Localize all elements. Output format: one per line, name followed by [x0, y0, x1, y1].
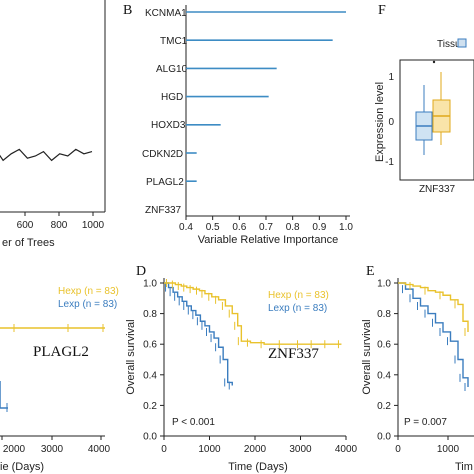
panel-b: B KCNMA1 TMC1 ALG10 HGD HOXD3 CDKN2D PLA…: [123, 3, 353, 246]
panel-a-tick-label: 800: [51, 220, 68, 231]
panel-c-legend-hexp: Hexp (n = 83): [58, 286, 119, 297]
panel-d-x-tick-label: 2000: [244, 444, 267, 455]
panel-a-tick-label: 1000: [82, 220, 105, 231]
panel-b-category-label: KCNMA1: [145, 8, 187, 19]
panel-d-legend-hexp: Hexp (n = 83): [268, 290, 329, 301]
panel-d-x-tick-label: 3000: [289, 444, 312, 455]
panel-b-x-label: Variable Relative Importance: [198, 234, 338, 246]
panel-d-lexp-curve: [164, 282, 233, 386]
panel-d-x-label: Time (Days): [228, 461, 287, 473]
panel-c-tick-label: 4000: [88, 444, 111, 455]
panel-d-y-tick-label: 0.0: [143, 432, 157, 443]
panel-e-letter: E: [366, 264, 375, 279]
panel-c-lexp-line: [0, 381, 8, 409]
panel-b-category-label: PLAGL2: [146, 177, 184, 188]
panel-b-tick-label: 0.9: [312, 222, 326, 233]
panel-d-x-tick-label: 4000: [335, 444, 358, 455]
panel-d-pvalue: P < 0.001: [172, 417, 215, 428]
panel-d-x-tick-label: 0: [161, 444, 167, 455]
panel-f-y-label: Expression level: [374, 82, 386, 162]
panel-e-x-tick-label: 1000: [437, 444, 460, 455]
panel-d-y-tick-label: 0.6: [143, 340, 157, 351]
panel-c-legend-lexp: Lexp (n = 83): [58, 299, 117, 310]
panel-b-category-label: CDKN2D: [142, 149, 183, 160]
panel-a-series-line: [0, 148, 93, 162]
panel-f: F Tissue 1 0 -1 Expression level ZNF337: [374, 3, 474, 195]
panel-d-y-tick-label: 0.4: [143, 370, 157, 381]
panel-d-hexp-curve: [164, 282, 342, 345]
panel-b-category-label: TMC1: [160, 36, 188, 47]
panel-f-tick-label: 1: [388, 72, 394, 83]
panel-e-lexp-curve: [398, 282, 469, 388]
panel-d-legend-lexp: Lexp (n = 83): [268, 303, 327, 314]
panel-b-tick-label: 0.7: [259, 222, 273, 233]
panel-f-outlier-point: [432, 60, 436, 64]
panel-d-y-tick-label: 0.2: [143, 401, 157, 412]
panel-c-gene-label: PLAGL2: [33, 344, 89, 360]
panel-f-tick-label: -1: [385, 157, 394, 168]
panel-d-letter: D: [136, 264, 146, 279]
panel-e-y-tick-label: 0.8: [377, 309, 391, 320]
panel-b-tick-label: 1.0: [339, 222, 353, 233]
panel-c-x-label: ie (Days): [0, 461, 44, 473]
panel-b-category-label: ALG10: [156, 64, 188, 75]
panel-c-tick-label: 2000: [3, 444, 26, 455]
panel-d-y-tick-label: 0.8: [143, 309, 157, 320]
panel-f-x-tick-label: ZNF337: [419, 184, 456, 195]
panel-b-category-label: ZNF337: [145, 205, 182, 216]
panel-e-x-tick-label: 0: [395, 444, 401, 455]
panel-e: E 1.0 0.8 0.6 0.4 0.2 0.0 0 1000 Overall survi…: [361, 264, 474, 473]
panel-b-tick-label: 0.8: [286, 222, 300, 233]
panel-e-y-tick-label: 0.0: [377, 432, 391, 443]
panel-e-y-tick-label: 1.0: [377, 279, 391, 290]
panel-e-hexp-curve: [398, 282, 469, 332]
panel-b-category-label: HOXD3: [151, 120, 186, 131]
panel-b-letter: B: [123, 3, 132, 18]
panel-d-gene-label: ZNF337: [268, 346, 319, 362]
panel-f-tick-label: 0: [388, 117, 394, 128]
panel-e-y-tick-label: 0.2: [377, 401, 391, 412]
panel-e-x-label: Tim: [455, 461, 473, 473]
panel-f-legend-title: Tissue: [437, 39, 467, 50]
panel-a: 600 800 1000 er of Trees: [0, 0, 106, 249]
panel-f-legend-swatch: [457, 38, 467, 48]
panel-b-tick-label: 0.6: [232, 222, 246, 233]
panel-b-tick-label: 0.5: [206, 222, 220, 233]
panel-e-y-tick-label: 0.4: [377, 370, 391, 381]
panel-e-pvalue: P = 0.007: [404, 417, 447, 428]
panel-d-y-tick-label: 1.0: [143, 279, 157, 290]
panel-d-y-label: Overall survival: [125, 319, 137, 394]
panel-f-plot-frame: [399, 59, 474, 181]
panel-a-x-label: er of Trees: [2, 237, 55, 249]
panel-d-x-tick-label: 1000: [198, 444, 221, 455]
panel-a-tick-label: 600: [17, 220, 34, 231]
panel-e-y-label: Overall survival: [361, 319, 373, 394]
panel-b-tick-label: 0.4: [179, 222, 193, 233]
panel-f-letter: F: [378, 3, 386, 18]
panel-b-category-label: HGD: [161, 92, 183, 103]
panel-c: 2000 3000 4000 ie (Days) Hexp (n = 83) L…: [0, 286, 119, 473]
panel-c-tick-label: 3000: [41, 444, 64, 455]
panel-d: D 1.0 0.8 0.6 0.4 0.2 0.0 0 1000 2000 3000 4000 O…: [125, 264, 358, 473]
panel-e-y-tick-label: 0.6: [377, 340, 391, 351]
